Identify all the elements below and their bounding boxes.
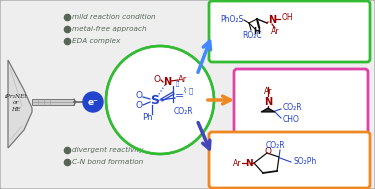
Text: mild reaction condition: mild reaction condition	[72, 14, 156, 20]
Polygon shape	[261, 108, 275, 112]
Text: ⌇: ⌇	[183, 85, 187, 94]
Text: SO₂Ph: SO₂Ph	[293, 156, 316, 166]
Text: Ar: Ar	[178, 74, 188, 84]
Text: CO₂R: CO₂R	[173, 108, 193, 116]
Text: N: N	[245, 159, 253, 167]
Text: O: O	[264, 147, 272, 156]
Text: O: O	[135, 101, 142, 111]
Text: O: O	[135, 91, 142, 101]
FancyBboxPatch shape	[209, 132, 370, 188]
Text: N: N	[163, 77, 171, 87]
Text: Ar: Ar	[271, 28, 279, 36]
Circle shape	[107, 47, 213, 153]
FancyBboxPatch shape	[32, 99, 74, 105]
Text: N: N	[268, 15, 276, 25]
Text: metal-free approach: metal-free approach	[72, 26, 147, 32]
Text: Ar: Ar	[264, 88, 272, 97]
Text: N: N	[264, 97, 272, 107]
Text: PhO₂S: PhO₂S	[220, 15, 243, 25]
Text: ⌒: ⌒	[176, 81, 178, 87]
Text: CO₂R: CO₂R	[265, 140, 285, 149]
Polygon shape	[8, 60, 32, 148]
Text: S: S	[150, 94, 159, 106]
Text: ⌒: ⌒	[189, 88, 193, 94]
Text: CO₂R: CO₂R	[283, 104, 303, 112]
Text: Ph: Ph	[142, 112, 152, 122]
Text: EDA complex: EDA complex	[72, 38, 120, 44]
Text: RO₂C: RO₂C	[242, 30, 262, 40]
Text: H: H	[254, 28, 260, 36]
Text: e⁻: e⁻	[87, 98, 98, 107]
Text: iPr₂NEt
or
HE: iPr₂NEt or HE	[4, 94, 27, 112]
Text: =: =	[174, 91, 184, 101]
Circle shape	[83, 92, 103, 112]
Text: C-N bond formation: C-N bond formation	[72, 159, 143, 165]
Text: OH: OH	[282, 13, 294, 22]
FancyBboxPatch shape	[209, 1, 370, 62]
FancyBboxPatch shape	[234, 69, 368, 135]
Text: Ar: Ar	[233, 159, 241, 167]
Text: divergent reactivity: divergent reactivity	[72, 147, 144, 153]
Text: CHO: CHO	[283, 115, 300, 123]
Text: O: O	[153, 75, 160, 84]
